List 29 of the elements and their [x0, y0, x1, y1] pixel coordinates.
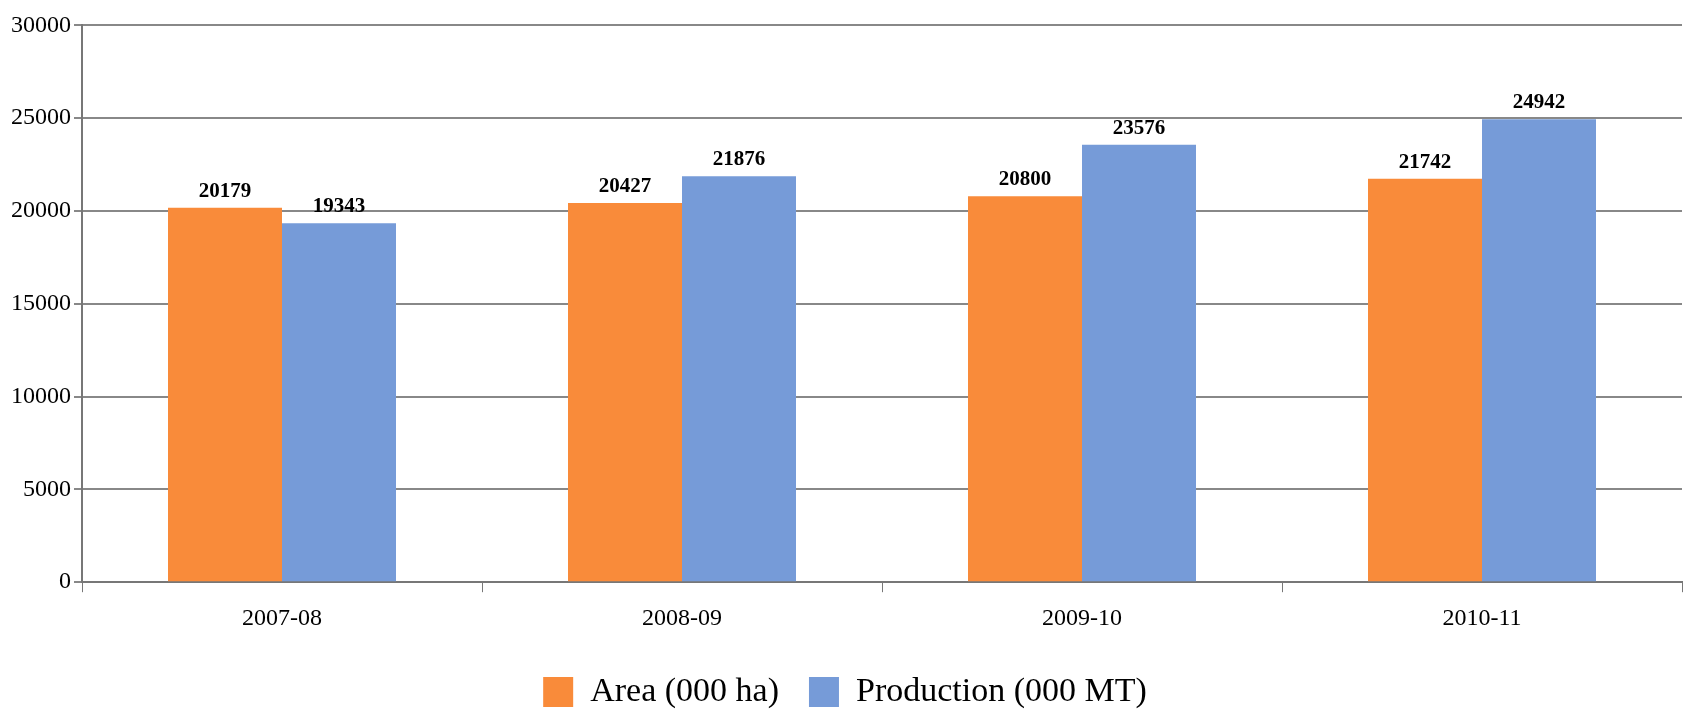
bar: [968, 196, 1082, 582]
bar: [682, 176, 796, 582]
x-tick-label: 2010-11: [1442, 603, 1522, 630]
y-tick-label: 25000: [11, 103, 71, 130]
y-tick-label: 20000: [11, 196, 71, 223]
y-tick-label: 30000: [11, 10, 71, 37]
legend-label: Production (000 MT): [855, 670, 1147, 709]
bar: [1082, 144, 1196, 582]
bar: [282, 223, 396, 582]
y-tick-label: 15000: [11, 289, 71, 316]
data-label: 19343: [312, 193, 366, 218]
data-label: 21876: [712, 146, 766, 171]
data-label: 21742: [1398, 148, 1452, 173]
data-label: 23576: [1112, 114, 1166, 139]
data-label: 20800: [998, 166, 1052, 191]
x-tick-label: 2008-09: [642, 603, 722, 630]
data-label: 20427: [598, 173, 652, 197]
bar: [568, 203, 682, 582]
x-tick-label: 2009-10: [1042, 603, 1122, 630]
y-tick-label: 5000: [23, 474, 71, 501]
legend-label: Area (000 ha): [590, 670, 779, 709]
data-label: 20179: [198, 177, 252, 202]
y-tick-label: 10000: [11, 381, 71, 408]
data-label: 24942: [1512, 89, 1566, 114]
x-tick-label: 2007-08: [242, 603, 322, 630]
y-tick-label: 0: [59, 567, 71, 594]
bar: [168, 207, 282, 582]
bar: [1482, 119, 1596, 582]
bar: [1368, 178, 1482, 582]
